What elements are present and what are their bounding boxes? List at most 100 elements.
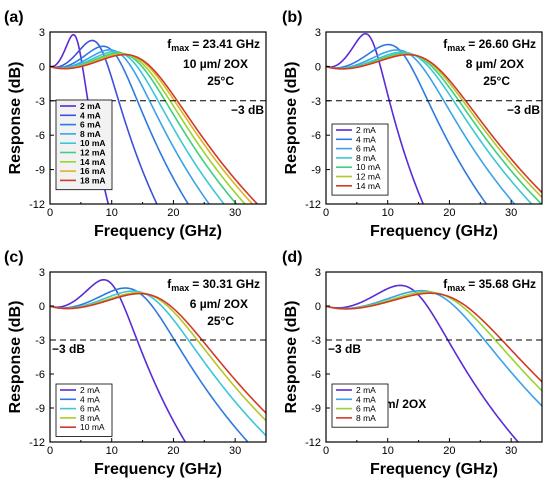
x-axis-title: Frequency (GHz): [370, 461, 498, 478]
x-tick-label: 30: [505, 445, 517, 457]
fmax-symbol: f: [167, 277, 172, 291]
fmax-annotation: fmax = 23.41 GHz: [167, 37, 260, 53]
series-line-2mA: [326, 284, 520, 442]
series-line-14mA: [326, 53, 542, 194]
series-line-6mA: [50, 290, 266, 437]
fmax-subscript: max: [171, 283, 189, 293]
plot-area: [50, 278, 266, 442]
fmax-value: = 30.31 GHz: [192, 277, 260, 291]
y-tick-label: -6: [35, 369, 45, 381]
legend-entry: 8 mA: [80, 413, 100, 423]
x-tick-label: 30: [229, 207, 241, 219]
legend-entry: 2 mA: [80, 385, 100, 395]
y-tick-label: 3: [315, 27, 321, 39]
temperature-label: 25°C: [207, 74, 234, 88]
legend-entry: 8 mA: [356, 153, 376, 163]
series-line-12mA: [50, 52, 238, 204]
legend-entry: 6 mA: [80, 120, 101, 130]
legend-entry: 18 mA: [80, 175, 106, 185]
legend-box: [331, 123, 389, 196]
x-tick-label: 20: [167, 207, 179, 219]
legend-entry: 2 mA: [356, 385, 376, 395]
y-tick-label: 0: [315, 61, 321, 73]
y-tick-label: -3: [35, 96, 45, 108]
y-tick-label: -9: [35, 165, 45, 177]
fmax-value: = 26.60 GHz: [468, 37, 536, 51]
x-tick-label: 20: [443, 445, 455, 457]
y-tick-label: -12: [305, 199, 321, 211]
legend-entry: 6 mA: [356, 404, 376, 414]
x-tick-label: 30: [505, 207, 517, 219]
legend-entry: 12 mA: [80, 148, 106, 158]
fmax-subscript: max: [447, 43, 465, 53]
x-tick-label: 0: [47, 445, 53, 457]
x-tick-label: 10: [106, 207, 118, 219]
y-tick-label: -12: [29, 199, 45, 211]
legend-entry: 16 mA: [80, 166, 106, 176]
y-tick-label: 0: [39, 61, 45, 73]
x-tick-label: 0: [47, 207, 53, 219]
x-tick-label: 10: [106, 445, 118, 457]
temperature-label: 25°C: [207, 314, 234, 328]
legend-entry: 2 mA: [80, 101, 101, 111]
fmax-annotation: fmax = 35.68 GHz: [443, 277, 536, 293]
legend-entry: 2 mA: [356, 125, 376, 135]
plot-area: [50, 33, 259, 204]
reference-label: −3 dB: [231, 103, 264, 117]
y-axis-title: Response (dB): [283, 301, 300, 414]
legend-entry: 10 mA: [356, 162, 381, 172]
device-label: 6 µm/ 2OX: [190, 297, 248, 311]
series-line-8mA: [326, 292, 542, 383]
device-label: 10 µm/ 2OX: [183, 57, 248, 71]
legend-entry: 8 mA: [356, 413, 376, 423]
y-tick-label: -12: [305, 437, 321, 449]
fmax-annotation: fmax = 26.60 GHz: [443, 37, 536, 53]
y-axis-title: Response (dB): [7, 301, 24, 414]
reference-label: −3 dB: [52, 342, 85, 356]
legend-entry: 14 mA: [80, 157, 106, 167]
y-axis-title: Response (dB): [7, 62, 24, 175]
y-tick-label: 3: [39, 267, 45, 279]
plot-area: [326, 32, 542, 204]
temperature-label: 25°C: [483, 74, 510, 88]
fmax-subscript: max: [447, 283, 465, 293]
fmax-value: = 35.68 GHz: [468, 277, 536, 291]
panel-label: (b): [282, 9, 302, 26]
fmax-subscript: max: [171, 43, 189, 53]
x-tick-label: 10: [382, 445, 394, 457]
legend-entry: 10 mA: [80, 422, 105, 432]
y-tick-label: -12: [29, 437, 45, 449]
fmax-annotation: fmax = 30.31 GHz: [167, 277, 260, 293]
series-line-8mA: [50, 49, 211, 204]
series-line-2mA: [326, 32, 425, 204]
y-tick-label: 3: [315, 267, 321, 279]
legend-box: [55, 99, 113, 191]
legend-entry: 4 mA: [356, 394, 376, 404]
legend-entry: 4 mA: [80, 394, 100, 404]
plot-frame: [49, 31, 267, 205]
panel-label: (c): [4, 249, 24, 266]
y-tick-label: 3: [39, 27, 45, 39]
y-tick-label: -9: [311, 165, 321, 177]
legend-entry: 10 mA: [80, 138, 106, 148]
plot-frame: [325, 271, 543, 443]
x-tick-label: 20: [167, 445, 179, 457]
y-tick-label: -9: [35, 403, 45, 415]
legend-entry: 12 mA: [356, 172, 381, 182]
y-tick-label: -9: [311, 403, 321, 415]
x-tick-label: 0: [323, 207, 329, 219]
legend-entry: 6 mA: [356, 144, 376, 154]
x-axis-title: Frequency (GHz): [94, 223, 222, 240]
legend-entry: 6 mA: [80, 404, 100, 414]
y-tick-label: 0: [39, 301, 45, 313]
y-axis-title: Response (dB): [283, 62, 300, 175]
series-line-18mA: [50, 53, 259, 204]
plot-area: [326, 284, 542, 442]
legend-entry: 4 mA: [80, 110, 101, 120]
fmax-symbol: f: [443, 37, 448, 51]
series-line-4mA: [50, 287, 249, 442]
series-line-10mA: [50, 50, 226, 204]
series-line-10mA: [50, 292, 266, 414]
